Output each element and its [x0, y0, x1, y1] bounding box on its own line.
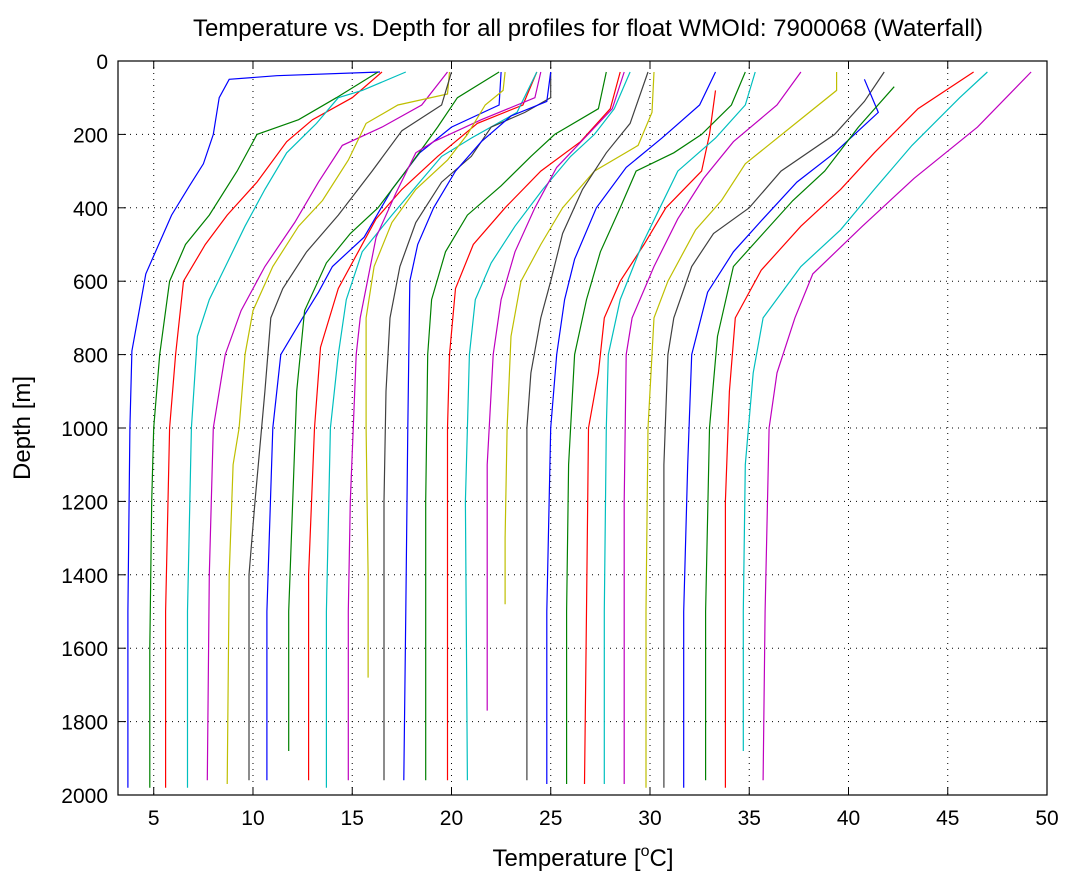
y-tick-label: 200 [73, 124, 108, 147]
x-tick-label: 10 [241, 807, 264, 830]
profile-line-26 [623, 71, 802, 784]
profile-line-5 [206, 71, 448, 781]
profile-line-2 [149, 71, 379, 788]
x-axis-title-superscript: o [641, 843, 650, 860]
profile-line-28 [663, 71, 885, 788]
y-axis-title: Depth [m] [9, 376, 36, 480]
y-tick-label: 1200 [61, 491, 108, 514]
profile-line-27 [645, 72, 838, 788]
profile-line-7 [248, 71, 453, 781]
x-tick-label: 40 [837, 807, 860, 830]
y-tick-label: 1600 [61, 638, 108, 661]
profile-line-16 [425, 71, 607, 781]
axis-ticks [118, 60, 1048, 796]
profile-line-11 [325, 71, 538, 788]
profile-line-32 [742, 71, 988, 751]
y-tick-label: 2000 [61, 785, 108, 808]
profile-line-3 [165, 71, 383, 788]
x-tick-label: 35 [738, 807, 761, 830]
profile-line-4 [186, 71, 407, 788]
profile-line-30 [705, 86, 895, 781]
x-axis-title-main: Temperature [ [493, 845, 641, 872]
y-tick-label: 400 [73, 198, 108, 221]
x-tick-label: 25 [539, 807, 562, 830]
profile-line-25 [603, 71, 756, 784]
x-tick-label: 5 [148, 807, 160, 830]
y-tick-label: 1400 [61, 565, 108, 588]
x-axis-title: Temperature [oC] [493, 843, 674, 872]
profile-line-23 [566, 71, 746, 784]
profile-line-1 [127, 71, 381, 788]
plot-series [127, 71, 1032, 788]
profile-line-10 [308, 71, 538, 781]
y-tick-label: 1000 [61, 418, 108, 441]
x-axis-title-unit: C] [649, 845, 673, 872]
profile-line-21 [526, 71, 649, 781]
profile-line-13 [365, 71, 506, 678]
x-tick-label: 50 [1035, 807, 1058, 830]
chart-title: Temperature vs. Depth for all profiles f… [193, 15, 983, 42]
profile-line-18 [464, 71, 631, 781]
profile-line-12 [347, 71, 542, 781]
y-tick-labels: 0 200 400 600 800 1000 1200 1400 1600 1800 2000 [61, 51, 108, 808]
y-tick-label: 0 [96, 51, 108, 74]
profile-line-17 [446, 71, 621, 781]
x-tick-labels: 5 10 15 20 25 30 35 40 45 50 [148, 807, 1059, 830]
profile-line-8 [266, 71, 502, 781]
profile-line-9 [288, 71, 500, 751]
x-tick-label: 15 [341, 807, 364, 830]
profile-line-15 [403, 71, 552, 781]
y-tick-label: 1800 [61, 712, 108, 735]
x-tick-label: 30 [638, 807, 661, 830]
profile-line-6 [226, 71, 451, 785]
profile-line-20 [504, 71, 655, 605]
profile-line-19 [486, 71, 625, 711]
profile-line-22 [546, 71, 717, 784]
x-tick-label: 45 [936, 807, 959, 830]
profile-line-24 [583, 90, 717, 785]
y-tick-label: 600 [73, 271, 108, 294]
profile-line-31 [724, 71, 974, 788]
profile-line-33 [762, 71, 1032, 781]
x-tick-label: 20 [440, 807, 463, 830]
profile-line-14 [383, 72, 552, 781]
y-tick-label: 800 [73, 345, 108, 368]
